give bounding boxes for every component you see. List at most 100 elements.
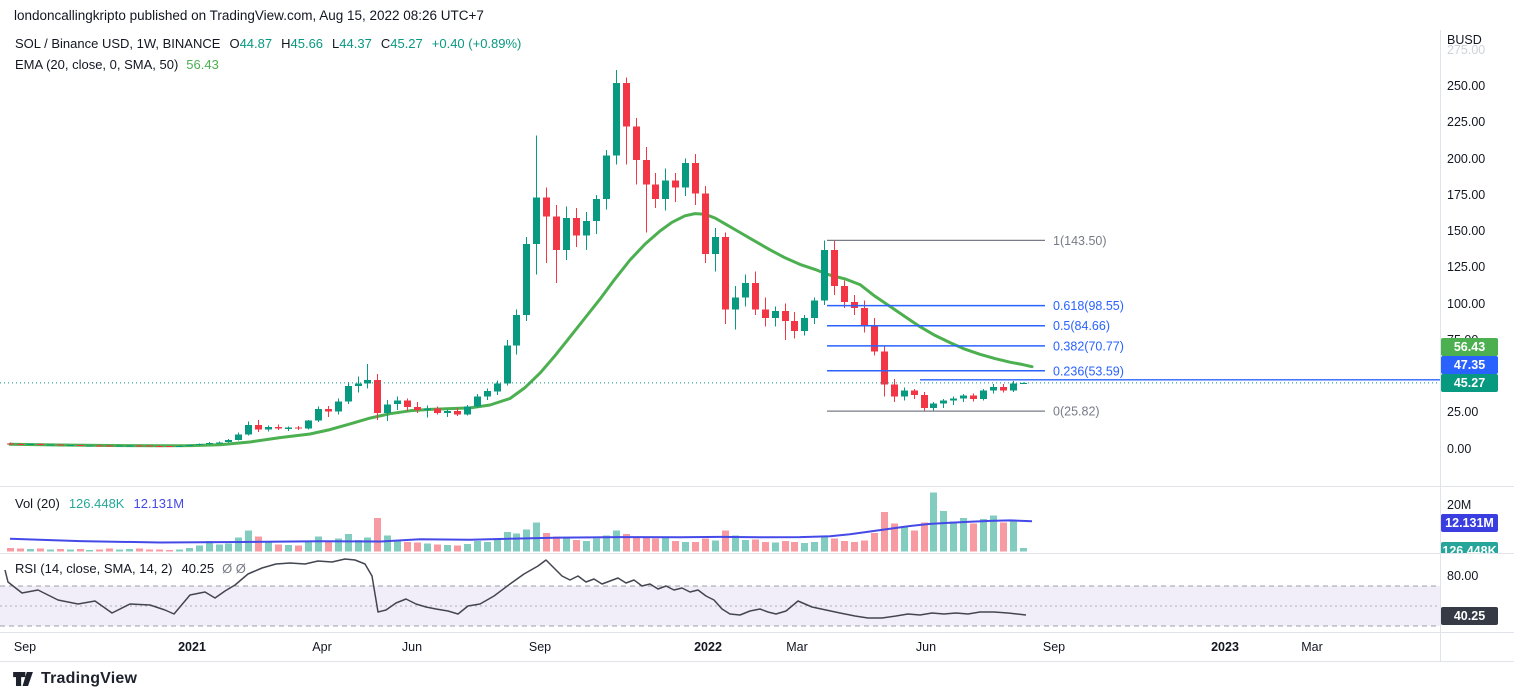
volume-bar xyxy=(742,539,749,552)
candle-body xyxy=(364,380,371,384)
volume-bar xyxy=(474,541,481,552)
volume-bar xyxy=(1000,522,1007,552)
volume-bar xyxy=(1010,520,1017,552)
price-tick-label: 250.00 xyxy=(1447,79,1486,93)
candle-body xyxy=(434,408,441,413)
volume-legend[interactable]: Vol (20) 126.448K 12.131M xyxy=(15,496,184,511)
time-axis[interactable]: Sep 2021 Apr Jun Sep 2022 Mar Jun Sep 2023 Mar xyxy=(0,633,1440,661)
volume-bar xyxy=(116,549,123,552)
candle-body xyxy=(315,409,322,421)
volume-bar xyxy=(662,537,669,552)
volume-bar xyxy=(196,545,203,552)
candle-body xyxy=(593,199,600,221)
price-tick-label: 225.00 xyxy=(1447,115,1486,130)
candle-body xyxy=(444,410,451,413)
rsi-legend[interactable]: RSI (14, close, SMA, 14, 2) 40.25 Ø Ø xyxy=(15,561,246,576)
volume-bar xyxy=(374,517,381,552)
volume-bar xyxy=(57,548,64,552)
volume-bar xyxy=(355,539,362,552)
volume-bar xyxy=(424,543,431,552)
volume-bar xyxy=(652,538,659,552)
volume-bar xyxy=(27,549,34,552)
candle-body xyxy=(67,445,74,447)
fib-level-label: 1(143.50) xyxy=(1053,234,1107,248)
candle-body xyxy=(275,427,282,429)
ema-legend[interactable]: EMA (20, close, 0, SMA, 50) 56.43 xyxy=(15,57,219,72)
volume-bar xyxy=(156,549,163,552)
candle-body xyxy=(47,444,54,446)
volume-bar xyxy=(841,541,848,552)
candlestick-series xyxy=(7,70,1027,448)
volume-bar xyxy=(772,542,779,552)
volume-bar xyxy=(86,549,93,552)
volume-bar xyxy=(176,549,183,552)
price-badge: 45.27 xyxy=(1441,373,1498,392)
volume-bar xyxy=(67,549,74,552)
time-tick-month: Apr xyxy=(312,640,332,654)
candle-body xyxy=(970,395,977,400)
volume-bar xyxy=(533,522,540,552)
price-tick-label: 125.00 xyxy=(1447,260,1486,275)
volume-axis[interactable]: 12.131M 126.448K xyxy=(1440,487,1514,553)
volume-bar xyxy=(484,542,491,552)
candle-body xyxy=(1010,383,1017,391)
rsi-extra-values: Ø Ø xyxy=(222,561,246,576)
candle-body xyxy=(225,439,232,443)
symbol-title[interactable]: SOL / Binance USD, 1W, BINANCE xyxy=(15,36,221,51)
pane-divider-volume[interactable] xyxy=(0,486,1514,487)
volume-pane xyxy=(7,492,1027,552)
symbol-legend[interactable]: SOL / Binance USD, 1W, BINANCE O44.87 H45.… xyxy=(15,36,521,51)
price-badge: 56.43 xyxy=(1441,337,1498,356)
candle-body xyxy=(940,400,947,404)
candle-body xyxy=(871,326,878,352)
volume-bar xyxy=(77,549,84,552)
candle-body xyxy=(265,427,272,430)
price-axis-currency: BUSD xyxy=(1447,33,1482,47)
high-label: H xyxy=(281,36,291,51)
volume-bar xyxy=(543,532,550,552)
candle-body xyxy=(394,400,401,405)
volume-bar xyxy=(722,530,729,552)
volume-bar xyxy=(166,549,173,552)
ema-label[interactable]: EMA (20, close, 0, SMA, 50) xyxy=(15,57,179,72)
volume-bar xyxy=(186,548,193,552)
tradingview-brand[interactable]: TradingView xyxy=(41,669,138,687)
fib-retracement: 1(143.50) 0.618(98.55) 0.5(84.66) 0.382(70.… xyxy=(827,234,1124,419)
candle-body xyxy=(17,444,24,445)
time-tick-year: 2023 xyxy=(1211,640,1239,654)
candle-body xyxy=(662,180,669,200)
volume-bar xyxy=(225,543,232,552)
volume-bar xyxy=(821,536,828,552)
candle-body xyxy=(325,409,332,412)
candle-body xyxy=(166,446,173,448)
volume-bar xyxy=(682,542,689,552)
volume-bar xyxy=(414,542,421,552)
candle-body xyxy=(891,384,898,397)
candle-body xyxy=(881,351,888,385)
volume-ma-short-value: 126.448K xyxy=(68,496,125,511)
price-badge: 47.35 xyxy=(1441,355,1498,374)
volume-label[interactable]: Vol (20) xyxy=(15,496,60,511)
volume-bar xyxy=(643,536,650,552)
candle-body xyxy=(504,345,511,384)
candle-body xyxy=(682,162,689,188)
candle-body xyxy=(7,443,14,445)
attribution-text: londoncallingkripto published on Trading… xyxy=(14,8,484,23)
candle-body xyxy=(186,445,193,446)
pane-divider-rsi[interactable] xyxy=(0,553,1514,554)
rsi-label[interactable]: RSI (14, close, SMA, 14, 2) xyxy=(15,561,173,576)
low-value: 44.37 xyxy=(339,36,372,51)
close-value: 45.27 xyxy=(390,36,423,51)
candle-body xyxy=(643,159,650,185)
volume-bar xyxy=(831,538,838,552)
tradingview-logo-icon[interactable] xyxy=(13,671,34,687)
volume-bar xyxy=(523,529,530,552)
candle-body xyxy=(454,410,461,415)
volume-bar xyxy=(970,523,977,552)
candle-body xyxy=(464,406,471,415)
candle-body xyxy=(712,236,719,255)
volume-bar xyxy=(712,540,719,552)
volume-ma xyxy=(9,519,1033,544)
volume-bar xyxy=(513,533,520,552)
